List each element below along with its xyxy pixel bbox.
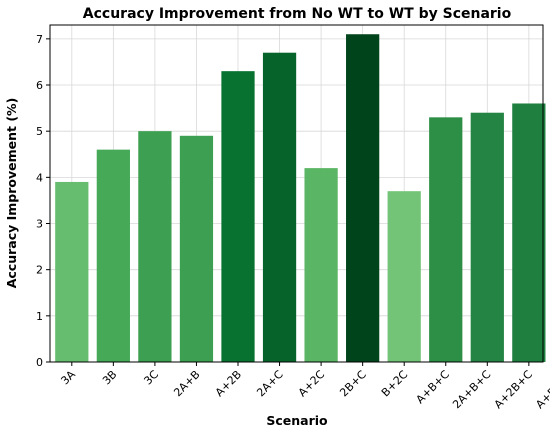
y-tick-label: 7 [36,33,43,46]
x-tick-label: A+B+C [414,368,453,407]
x-tick-label: A+2B+C [492,368,535,411]
bar-a-plus-b-plus-c [429,117,463,362]
y-tick-label: 6 [36,79,43,92]
x-tick-label: 2B+C [337,368,369,400]
x-axis-ticks: 3A 3B 3C 2A+B A+2B 2A+C A+2C 2B+C B+2C A+B+C2A+B+… [58,362,550,411]
x-tick-label: 2A+C [254,368,286,400]
bar-2a-plus-b-plus-c [470,112,504,362]
x-axis-label: Scenario [266,413,328,428]
y-tick-label: 1 [36,310,43,323]
plot-frame [49,24,544,363]
x-tick-label: B+2C [379,368,411,400]
x-tick-label: 2A+B+C [450,368,493,411]
bar-a-plus-2b [221,71,255,363]
y-axis-ticks: 0 1 2 3 4 5 6 7 [36,33,50,369]
bars [55,34,546,363]
bar-2a-plus-b [179,135,214,362]
bar-2b-plus-c [346,34,380,362]
bar-3b [96,149,130,362]
y-tick-label: 4 [36,171,43,184]
bar-a-plus-2b-plus-c [512,103,546,362]
bar-2a-plus-c [262,52,297,362]
x-tick-label: 2A+B [171,368,202,399]
y-tick-label: 0 [36,356,43,369]
x-tick-label: A+2C [296,368,328,400]
bar-3a [55,181,89,362]
bar-a-plus-2c [304,168,338,362]
y-tick-label: 3 [36,218,43,231]
x-tick-label: 3C [141,368,161,388]
x-tick-label: 3B [100,368,119,387]
bar-3c [138,131,172,362]
x-tick-label: A+2B [213,368,244,399]
chart-title: Accuracy Improvement from No WT to WT by… [83,6,512,22]
bar-b-plus-2c [387,191,421,362]
x-tick-label: A+B+2C [533,368,550,411]
y-tick-label: 5 [36,125,43,138]
y-axis-label: Accuracy Improvement (%) [4,98,19,289]
y-tick-label: 2 [36,264,43,277]
x-tick-label: 3A [58,368,78,388]
